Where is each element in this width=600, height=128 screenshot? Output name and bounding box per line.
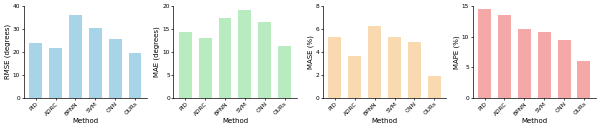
Bar: [218, 18, 232, 98]
Bar: [518, 29, 531, 98]
Bar: [577, 61, 590, 98]
Bar: [428, 76, 441, 98]
Bar: [69, 15, 82, 98]
Bar: [199, 38, 212, 98]
Bar: [238, 10, 251, 98]
X-axis label: Method: Method: [521, 118, 547, 124]
Bar: [408, 42, 421, 98]
Bar: [258, 22, 271, 98]
Bar: [368, 26, 381, 98]
Y-axis label: MAE (degrees): MAE (degrees): [154, 26, 160, 77]
Y-axis label: MAPE (%): MAPE (%): [453, 35, 460, 69]
Bar: [29, 43, 42, 98]
X-axis label: Method: Method: [222, 118, 248, 124]
Bar: [128, 53, 142, 98]
Bar: [328, 37, 341, 98]
Bar: [498, 15, 511, 98]
X-axis label: Method: Method: [371, 118, 398, 124]
Bar: [557, 40, 571, 98]
Bar: [49, 49, 62, 98]
Bar: [89, 28, 101, 98]
Bar: [278, 46, 291, 98]
X-axis label: Method: Method: [72, 118, 98, 124]
Y-axis label: MASE (%): MASE (%): [307, 35, 314, 69]
Y-axis label: RMSE (degrees): RMSE (degrees): [4, 24, 11, 79]
Bar: [109, 39, 122, 98]
Bar: [538, 32, 551, 98]
Bar: [349, 56, 361, 98]
Bar: [179, 32, 192, 98]
Bar: [388, 37, 401, 98]
Bar: [478, 9, 491, 98]
